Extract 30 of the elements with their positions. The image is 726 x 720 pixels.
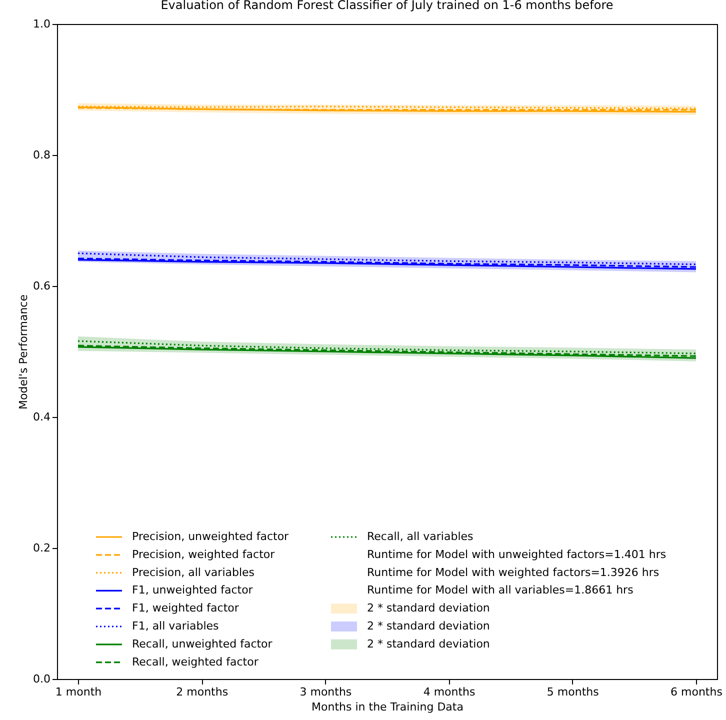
y-tick-label: 0.8 [33, 148, 50, 162]
annotation: Runtime for Model with all variables=1.8661 hrs [367, 584, 634, 597]
x-tick-label: 6 months [670, 686, 723, 698]
annotation: 2 * standard deviation [367, 602, 490, 615]
legend-label: Precision, weighted factor [132, 548, 276, 561]
y-tick-label: 0.2 [33, 542, 50, 554]
legend-label: Recall, weighted factor [132, 655, 259, 668]
annotation: Runtime for Model with weighted factors=1.3926 hrs [367, 566, 660, 579]
y-tick-label: 0.4 [33, 410, 50, 424]
y-tick-label: 1.0 [33, 18, 50, 30]
chart-title: Evaluation of Random Forest Classifier of July trained on 1-6 months before [160, 0, 614, 12]
legend-label: Precision, unweighted factor [132, 530, 290, 543]
x-tick-label: 2 months [176, 686, 228, 698]
x-axis-title: Months in the Training Data [312, 700, 464, 714]
legend-label: Recall, all variables [367, 530, 474, 543]
legend-label: Precision, all variables [132, 566, 255, 579]
y-tick-label: 0.6 [33, 280, 50, 292]
legend-label: F1, unweighted factor [132, 584, 254, 597]
legend-label: F1, all variables [132, 620, 220, 632]
annotation: 2 * standard deviation [367, 620, 490, 632]
x-tick-label: 3 months [300, 686, 352, 698]
legend-label: F1, weighted factor [132, 602, 240, 615]
x-tick-label: 5 months [546, 686, 600, 698]
y-axis-title: Model's Performance [17, 294, 30, 410]
x-tick-label: 4 months [423, 686, 476, 698]
legend-label: Recall, unweighted factor [132, 637, 273, 650]
annotation: Runtime for Model with unweighted factors=1.401 hrs [367, 548, 666, 561]
annotation: 2 * standard deviation [367, 637, 490, 650]
y-tick-label: 0.0 [33, 672, 50, 686]
x-tick-label: 1 month [55, 686, 102, 698]
